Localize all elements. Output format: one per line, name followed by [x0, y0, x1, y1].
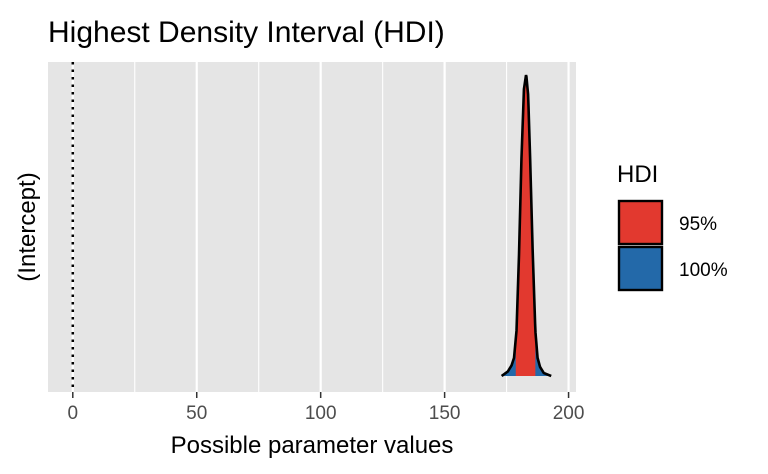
x-tick-label: 50: [186, 403, 207, 424]
x-tick-label: 0: [67, 403, 78, 424]
x-axis-title: Possible parameter values: [171, 432, 454, 459]
x-tick-label: 150: [429, 403, 461, 424]
chart-title: Highest Density Interval (HDI): [48, 16, 445, 49]
legend: 95% 100%: [617, 199, 728, 292]
x-tick-label: 100: [305, 403, 337, 424]
y-axis-title: (Intercept): [14, 172, 41, 281]
x-axis-ticks: 0 50 100 150 200: [67, 392, 584, 424]
hdi-95-region: [515, 74, 536, 376]
legend-label: 100%: [679, 260, 728, 281]
density-outline: [500, 74, 552, 378]
legend-key-100-pct: [617, 245, 664, 292]
legend-label: 95%: [679, 214, 717, 235]
legend-key-95-pct: [617, 199, 664, 246]
legend-title: HDI: [617, 161, 658, 188]
x-tick-label: 200: [553, 403, 585, 424]
plot-panel: [48, 62, 576, 392]
minor-grid-lines: [134, 62, 508, 392]
